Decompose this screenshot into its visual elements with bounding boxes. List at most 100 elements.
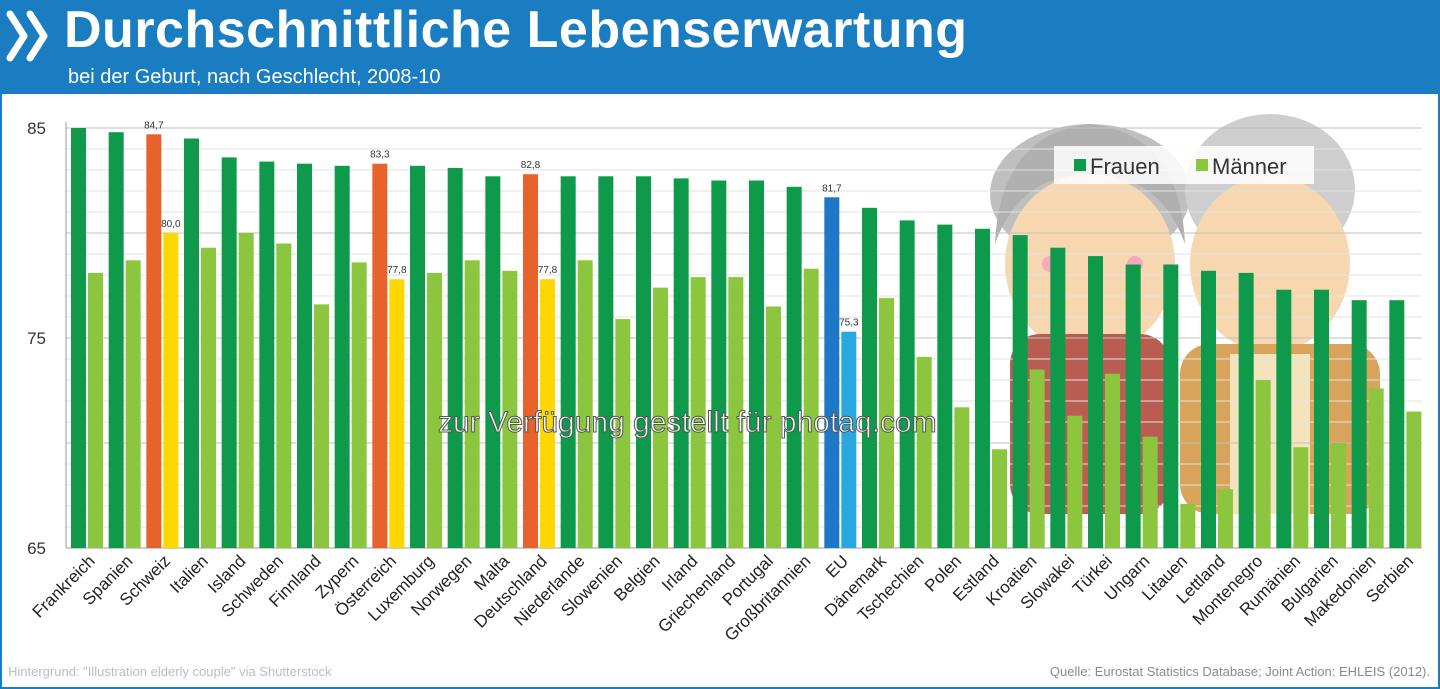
y-tick-label: 85 <box>27 119 46 138</box>
bar-frauen <box>1389 300 1405 548</box>
data-label-frauen: 81,7 <box>822 183 842 194</box>
bar-maenner <box>464 260 480 548</box>
bar-maenner <box>916 356 932 548</box>
bar-maenner <box>540 279 555 548</box>
legend-swatch <box>1196 159 1208 171</box>
legend-background <box>1054 146 1314 184</box>
bar-frauen <box>146 134 162 549</box>
value-labels: 84,7 80,0 83,3 77,8 82,8 77,8 81,7 75,3 <box>144 120 859 328</box>
source-note: Quelle: Eurostat Statistics Database; Jo… <box>1049 664 1430 679</box>
bar-frauen <box>749 180 764 548</box>
data-label-frauen: 83,3 <box>370 150 390 161</box>
bar-maenner <box>1293 447 1309 548</box>
bar-frauen <box>1163 264 1179 548</box>
bar-maenner <box>879 298 894 548</box>
bar-frauen <box>1012 235 1028 548</box>
legend-swatch <box>1074 159 1086 171</box>
bar-frauen <box>523 174 538 548</box>
bar-frauen <box>786 186 802 549</box>
bar-maenner <box>728 277 744 548</box>
bar-maenner <box>1105 373 1120 548</box>
bar-maenner <box>238 233 254 548</box>
bar-maenner <box>1255 380 1271 548</box>
bar-frauen <box>1351 300 1367 548</box>
bar-maenner <box>615 319 631 548</box>
x-tick-label: EU <box>822 551 852 581</box>
y-tick-label: 75 <box>27 329 46 348</box>
bar-frauen <box>1050 247 1066 548</box>
bar-maenner <box>427 272 442 548</box>
bar-maenner <box>690 277 706 548</box>
bar-maenner <box>1180 503 1196 548</box>
bar-maenner <box>1368 388 1384 548</box>
bar-maenner <box>803 268 819 548</box>
page-subtitle: bei der Geburt, nach Geschlecht, 2008-10 <box>68 66 441 88</box>
bar-frauen <box>598 176 614 549</box>
bar-maenner <box>201 247 216 548</box>
bar-frauen <box>184 138 199 548</box>
bar-maenner <box>954 407 970 548</box>
bar-frauen <box>1088 256 1103 548</box>
bar-frauen <box>410 165 425 549</box>
bar-maenner <box>766 306 781 548</box>
bar-frauen <box>560 176 576 549</box>
bars <box>71 128 1422 549</box>
bar-frauen <box>937 224 953 548</box>
bar-maenner <box>1331 443 1346 548</box>
x-axis-labels: FrankreichSpanienSchweizItalienIslandSch… <box>29 551 1418 645</box>
bar-frauen <box>673 178 689 548</box>
bar-frauen <box>636 176 651 549</box>
bar-maenner <box>389 279 405 548</box>
y-tick-label: 65 <box>27 539 46 558</box>
data-label-maenner: 80,0 <box>161 219 181 230</box>
bar-maenner <box>502 270 518 548</box>
bar-maenner <box>577 260 593 548</box>
data-label-maenner: 77,8 <box>387 265 407 276</box>
bar-frauen <box>1314 289 1329 548</box>
background-credit: Hintergrund: "Illustration elderly coupl… <box>8 664 332 679</box>
page-title: Durchschnittliche Lebenserwartung <box>64 1 968 59</box>
data-label-frauen: 82,8 <box>521 160 541 171</box>
bar-frauen <box>1125 264 1141 548</box>
bar-maenner <box>1142 436 1158 548</box>
bar-maenner <box>841 331 857 548</box>
bar-maenner <box>351 262 367 548</box>
bar-frauen <box>1238 272 1254 548</box>
data-label-maenner: 77,8 <box>538 265 558 276</box>
bar-maenner <box>276 243 292 548</box>
bar-frauen <box>372 163 388 548</box>
data-label-maenner: 75,3 <box>839 318 859 329</box>
bar-frauen <box>862 207 877 549</box>
bar-maenner <box>1067 415 1083 548</box>
bar-maenner <box>1218 489 1233 548</box>
bar-frauen <box>899 220 915 548</box>
data-label-frauen: 84,7 <box>144 120 164 131</box>
bar-frauen <box>447 167 463 548</box>
bar-frauen <box>221 157 237 548</box>
bar-frauen <box>975 228 990 549</box>
bar-maenner <box>88 272 103 548</box>
bar-maenner <box>992 449 1007 548</box>
bar-frauen <box>297 163 312 548</box>
legend: Frauen Männer <box>1054 146 1314 184</box>
watermark-text: zur Verfügung gestellt für photaq.com <box>438 406 938 440</box>
bar-maenner <box>314 304 329 548</box>
bar-maenner <box>1406 411 1422 548</box>
chevron-logo-icon <box>6 10 48 62</box>
header-banner: Durchschnittliche Lebenserwartung bei de… <box>0 0 1440 94</box>
bar-frauen <box>711 180 727 548</box>
bar-maenner <box>163 233 179 548</box>
bar-frauen <box>71 128 86 548</box>
bar-frauen <box>1276 289 1292 548</box>
x-tick-label: Italien <box>166 551 212 597</box>
bar-maenner <box>125 260 141 548</box>
bar-frauen <box>108 132 124 548</box>
legend-label: Frauen <box>1090 154 1160 179</box>
y-axis: 65 75 85 <box>27 119 1422 558</box>
bar-frauen <box>485 176 501 549</box>
bar-maenner <box>653 287 668 548</box>
legend-label: Männer <box>1212 154 1287 179</box>
bar-maenner <box>1029 369 1045 548</box>
